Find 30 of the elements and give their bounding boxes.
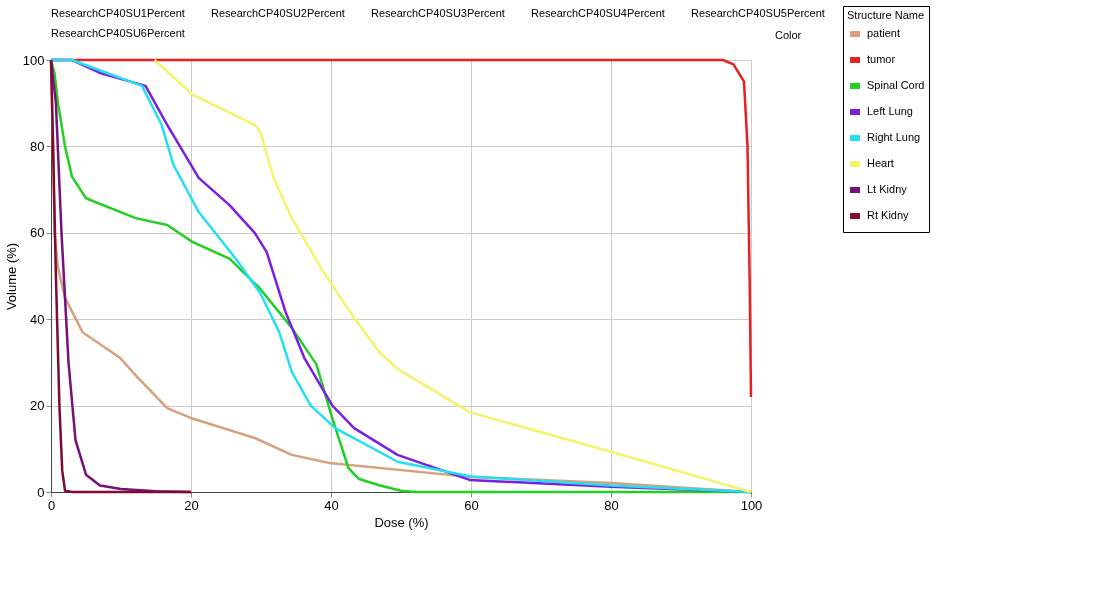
y-tick-label: 0 [37, 484, 45, 500]
y-tick-label: 60 [30, 225, 45, 241]
text: ResearchCP40SU1Percent [51, 7, 185, 19]
legend-label: Right Lung [867, 131, 921, 143]
y-tick-label: 80 [30, 138, 45, 154]
x-tick-label: 0 [47, 497, 56, 513]
x-tick-label: 20 [184, 497, 199, 513]
legend-label: Left Lung [867, 105, 913, 117]
text: ResearchCP40SU6Percent [51, 27, 185, 39]
y-tick-label: 40 [30, 311, 45, 327]
y-tick-label: 20 [30, 398, 45, 414]
text: ResearchCP40SU5Percent [691, 7, 825, 19]
legend-label: Heart [867, 157, 894, 169]
text: ResearchCP40SU3Percent [371, 7, 505, 19]
legend-label: Spinal Cord [867, 79, 925, 91]
x-tick-label: 40 [324, 497, 339, 513]
legend-label: patient [867, 27, 901, 39]
text: Color [775, 29, 802, 41]
text: ResearchCP40SU2Percent [211, 7, 345, 19]
x-axis-title: Dose (%) [374, 514, 429, 530]
legend-label: Lt Kidny [867, 183, 908, 195]
x-tick-label: 60 [464, 497, 479, 513]
y-axis-title: Volume (%) [3, 242, 19, 311]
text: ResearchCP40SU4Percent [531, 7, 665, 19]
legend-title: Structure Name [847, 9, 925, 21]
y-tick-label: 100 [22, 52, 45, 68]
legend-label: Rt Kidny [867, 209, 910, 221]
legend-label: tumor [867, 53, 896, 65]
x-tick-label: 100 [740, 497, 763, 513]
x-tick-label: 80 [604, 497, 619, 513]
